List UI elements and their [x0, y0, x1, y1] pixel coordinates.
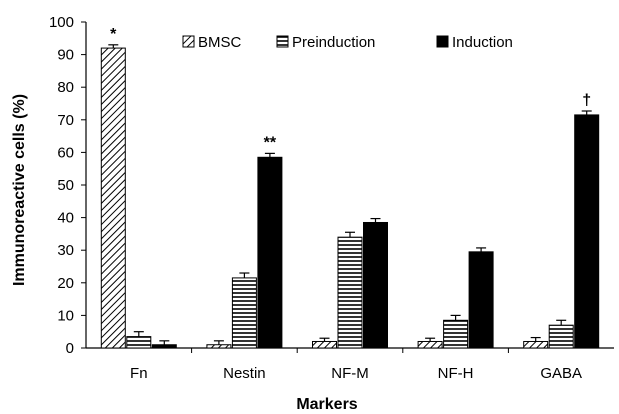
- legend-label: Induction: [452, 34, 513, 51]
- y-tick-label: 0: [66, 340, 74, 357]
- y-tick-label: 80: [57, 79, 74, 96]
- bar: [126, 336, 152, 349]
- bar: [417, 340, 443, 349]
- bar: [151, 344, 177, 349]
- annotations: ***†: [110, 26, 591, 152]
- bar: [443, 319, 469, 349]
- x-tick-label: GABA: [540, 365, 582, 382]
- y-axis-title: Immunoreactive cells (%): [11, 94, 28, 286]
- x-tick-label: Nestin: [223, 365, 266, 382]
- bar: [468, 251, 494, 349]
- significance-marker: *: [110, 26, 117, 43]
- y-tick-label: 100: [49, 14, 74, 31]
- bar: [257, 156, 283, 349]
- y-tick-label: 20: [57, 275, 74, 292]
- x-tick-label: NF-H: [438, 365, 474, 382]
- bar: [548, 324, 574, 349]
- y-tick-label: 60: [57, 144, 74, 161]
- bar: [523, 340, 549, 349]
- legend-swatch: [182, 35, 195, 48]
- y-tick-label: 90: [57, 47, 74, 64]
- y-axis-ticks: 0 10 20 30 40 50 60 70 80 90 100: [49, 14, 86, 357]
- legend-swatch: [276, 35, 289, 48]
- legend-swatch: [436, 35, 449, 48]
- significance-marker: †: [582, 92, 591, 109]
- bar: [206, 344, 232, 349]
- legend: BMSC Preinduction Induction: [182, 34, 513, 51]
- bars: [100, 44, 600, 349]
- bar: [100, 47, 126, 349]
- legend-label: BMSC: [198, 34, 242, 51]
- x-axis-title: Markers: [296, 396, 357, 413]
- bar: [337, 236, 363, 349]
- y-tick-label: 40: [57, 210, 74, 227]
- y-tick-label: 30: [57, 242, 74, 259]
- bar: [363, 221, 388, 349]
- legend-label: Preinduction: [292, 34, 375, 51]
- y-tick-label: 70: [57, 112, 74, 129]
- bar: [574, 114, 600, 349]
- x-axis-ticks: Fn Nestin NF-M NF-H GABA: [130, 348, 582, 382]
- x-tick-label: NF-M: [331, 365, 369, 382]
- significance-marker: **: [264, 134, 277, 151]
- bar: [231, 277, 257, 349]
- y-tick-label: 10: [57, 307, 74, 324]
- bar: [312, 340, 337, 349]
- x-tick-label: Fn: [130, 365, 148, 382]
- y-tick-label: 50: [57, 177, 74, 194]
